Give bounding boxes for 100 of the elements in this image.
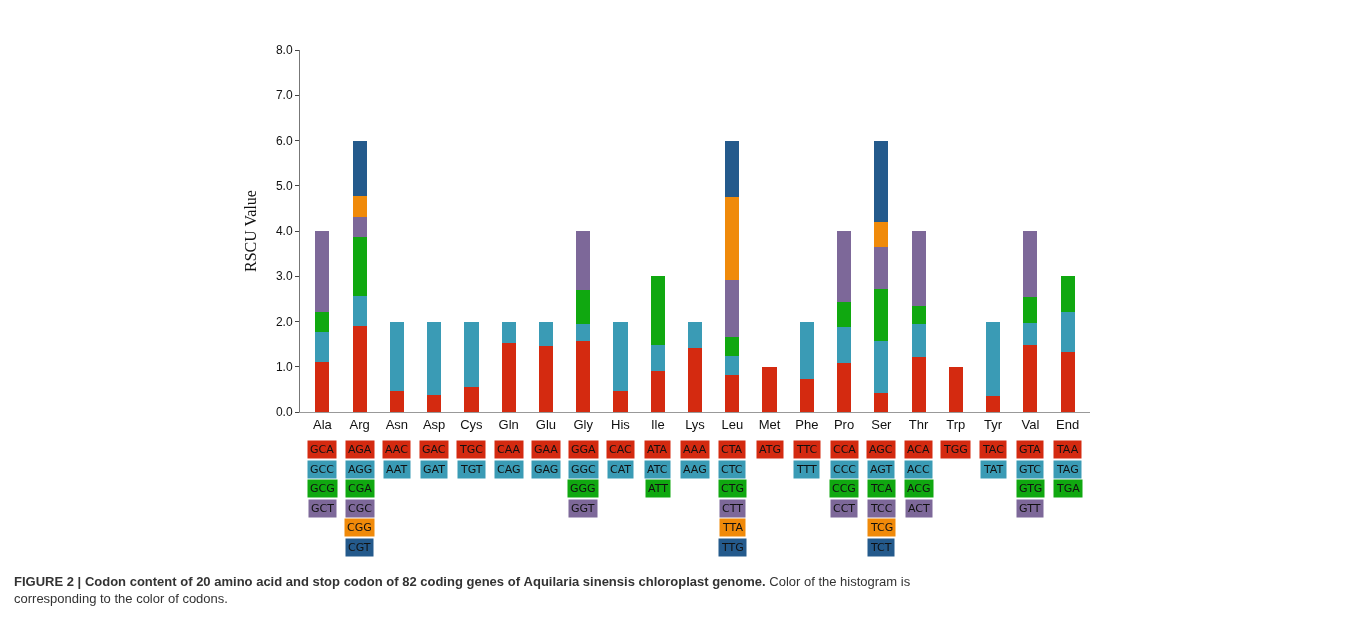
bar — [762, 366, 777, 412]
bar — [315, 231, 330, 312]
bar — [799, 321, 814, 379]
bar — [687, 347, 703, 412]
x-tick-label: Pro — [833, 416, 855, 432]
bar — [650, 344, 665, 372]
x-tick-label: Gln — [498, 416, 519, 432]
data-label: CAA — [497, 443, 521, 456]
x-tick-label: Asn — [385, 416, 409, 432]
x-tick-label: Val — [1021, 416, 1040, 432]
bar — [799, 378, 814, 412]
data-label: TCC — [870, 502, 893, 515]
bar — [576, 323, 591, 341]
bar — [464, 387, 479, 412]
data-label: CGG — [347, 521, 372, 534]
bar — [352, 326, 367, 412]
data-label: CCG — [832, 482, 856, 495]
x-tick-label: Phe — [795, 416, 819, 432]
data-label: TTG — [721, 541, 744, 554]
data-label: ATT — [648, 482, 669, 495]
bar — [725, 336, 740, 357]
y-tick-label: 0.0 — [275, 405, 293, 420]
y-tick-label: 7.0 — [275, 88, 293, 103]
data-label: TCA — [870, 482, 893, 495]
bar — [1023, 322, 1038, 346]
data-label: CGC — [348, 502, 373, 515]
y-tick-label: 4.0 — [275, 224, 293, 239]
data-label: TAA — [1056, 443, 1079, 456]
data-label: AAC — [385, 443, 409, 456]
bar — [389, 321, 404, 392]
data-label: ATC — [647, 463, 668, 476]
x-tick-label: Ala — [312, 416, 333, 432]
bar — [464, 321, 479, 388]
x-tick-label: Leu — [721, 416, 744, 432]
data-label: GCA — [310, 443, 335, 456]
data-label: TGA — [1056, 482, 1081, 495]
data-label: TAT — [983, 463, 1004, 476]
bar — [836, 231, 852, 303]
bar — [613, 321, 628, 392]
y-tick-label: 8.0 — [275, 43, 293, 58]
bar — [352, 296, 367, 327]
data-label: GTA — [1019, 443, 1041, 456]
data-label: GAA — [534, 443, 559, 456]
y-axis-title: RSCU Value — [241, 190, 259, 272]
data-label: GTC — [1019, 463, 1042, 476]
data-label: ATA — [647, 443, 668, 456]
data-label: AGG — [348, 463, 373, 476]
data-label: GTG — [1019, 482, 1043, 495]
data-label: GAC — [422, 443, 446, 456]
data-label: TTA — [722, 521, 744, 534]
bar — [650, 276, 665, 345]
data-label: CCA — [833, 443, 857, 456]
x-tick-label: End — [1056, 416, 1080, 432]
bar — [874, 221, 889, 248]
data-label: AAT — [386, 463, 408, 476]
bar — [874, 340, 889, 394]
data-label: GCG — [310, 482, 335, 495]
data-label: ACA — [907, 443, 931, 456]
data-label: TAC — [982, 443, 1005, 456]
bar — [725, 140, 740, 198]
data-label: ACC — [907, 463, 931, 476]
bar — [725, 375, 740, 412]
data-label: GGT — [571, 502, 595, 515]
data-label: GAT — [423, 463, 446, 476]
x-tick-label: Met — [758, 416, 781, 432]
bar — [836, 326, 852, 363]
x-tick-label: Ile — [650, 416, 665, 432]
bar — [352, 196, 367, 217]
data-label: CAT — [610, 463, 632, 476]
bar — [352, 140, 367, 197]
bar — [874, 393, 889, 412]
bar — [725, 356, 740, 376]
y-tick-label: 6.0 — [275, 133, 293, 148]
bar — [315, 311, 330, 332]
bar — [1023, 345, 1038, 412]
data-label: CTC — [721, 463, 743, 476]
bar — [986, 321, 1001, 396]
data-label: CGT — [348, 541, 371, 554]
data-label: CCC — [833, 463, 857, 476]
x-tick-label: Arg — [349, 416, 370, 432]
bar — [725, 279, 740, 337]
bar — [836, 302, 852, 327]
x-tick-label: Lys — [685, 416, 706, 432]
x-tick-label: Glu — [535, 416, 557, 432]
y-tick-label: 2.0 — [275, 314, 293, 329]
data-label: CAG — [497, 463, 521, 476]
bar — [725, 197, 740, 280]
bar — [1060, 352, 1075, 412]
data-label: TGT — [460, 463, 483, 476]
data-label: ACT — [908, 502, 931, 515]
data-label: AGT — [870, 463, 893, 476]
data-label: TTC — [796, 443, 818, 456]
data-label: TTT — [796, 463, 818, 476]
data-label: AAA — [683, 443, 707, 456]
bar — [911, 356, 926, 412]
bar — [427, 394, 442, 412]
data-label: ACG — [907, 482, 931, 495]
bar — [911, 324, 926, 357]
bar — [352, 236, 367, 297]
x-tick-label: Tyr — [984, 416, 1003, 432]
